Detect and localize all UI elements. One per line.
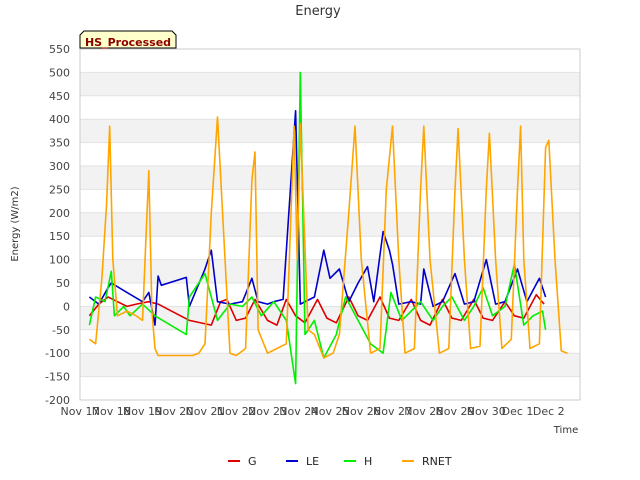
y-tick-label: 300 bbox=[49, 160, 70, 173]
x-tick-label: Nov 17 bbox=[61, 405, 100, 418]
y-tick-label: 50 bbox=[56, 277, 70, 290]
x-tick-label: Dec 1 bbox=[502, 405, 534, 418]
x-tick-label: Nov 21 bbox=[186, 405, 225, 418]
grid-band bbox=[80, 259, 580, 283]
x-tick-label: Nov 19 bbox=[123, 405, 162, 418]
series-line-rnet bbox=[88, 116, 568, 359]
x-tick-label: Nov 29 bbox=[436, 405, 475, 418]
y-axis-label: Energy (W/m2) bbox=[10, 186, 21, 261]
grid-band bbox=[80, 166, 580, 190]
x-axis-label: Time bbox=[553, 425, 578, 436]
y-tick-label: 100 bbox=[49, 254, 70, 267]
chart-title: Energy bbox=[295, 4, 341, 19]
hs-processed-badge: HS_Processed bbox=[79, 30, 177, 49]
y-tick-label: 400 bbox=[49, 113, 70, 126]
plot-series bbox=[88, 71, 568, 385]
x-tick-label: Nov 27 bbox=[373, 405, 412, 418]
x-tick-label: Nov 20 bbox=[154, 405, 193, 418]
y-tick-labels: -200 -150 -100 -50 0 50 100 150 200 250 300 350 400 4… bbox=[45, 43, 70, 407]
hs-processed-label: HS_Processed bbox=[85, 36, 171, 49]
y-tick-label: 500 bbox=[49, 66, 70, 79]
legend-label-rnet: RNET bbox=[422, 455, 452, 468]
grid-band bbox=[80, 353, 580, 377]
plot-frame bbox=[79, 48, 581, 401]
legend-label-g: G bbox=[248, 455, 257, 468]
y-tick-label: -100 bbox=[45, 347, 70, 360]
grid-band bbox=[80, 72, 580, 96]
x-tick-label: Nov 30 bbox=[467, 405, 506, 418]
x-tick-label: Nov 18 bbox=[92, 405, 131, 418]
y-tick-label: 450 bbox=[49, 90, 70, 103]
series-line-le bbox=[88, 110, 547, 326]
grid-band bbox=[80, 119, 580, 143]
x-tick-label: Nov 23 bbox=[248, 405, 287, 418]
x-tick-label: Nov 24 bbox=[279, 405, 318, 418]
legend: G LE H RNET bbox=[228, 455, 452, 468]
y-tick-label: 350 bbox=[49, 137, 70, 150]
x-tick-label: Dec 2 bbox=[533, 405, 565, 418]
y-tick-label: 0 bbox=[63, 300, 70, 313]
plot-bands bbox=[80, 72, 580, 377]
y-tick-label: 550 bbox=[49, 43, 70, 56]
y-tick-label: -150 bbox=[45, 371, 70, 384]
y-tick-label: -200 bbox=[45, 394, 70, 407]
x-tick-label: Nov 22 bbox=[217, 405, 256, 418]
y-tick-label: 150 bbox=[49, 230, 70, 243]
y-tick-label: -50 bbox=[52, 324, 70, 337]
grid-band bbox=[80, 212, 580, 237]
y-tick-label: 200 bbox=[49, 207, 70, 220]
legend-label-le: LE bbox=[306, 455, 319, 468]
y-tick-label: 250 bbox=[49, 183, 70, 196]
x-tick-label: Nov 28 bbox=[404, 405, 443, 418]
series-line-h bbox=[88, 71, 547, 385]
x-tick-label: Nov 25 bbox=[311, 405, 350, 418]
legend-label-h: H bbox=[364, 455, 372, 468]
x-tick-label: Nov 26 bbox=[342, 405, 381, 418]
